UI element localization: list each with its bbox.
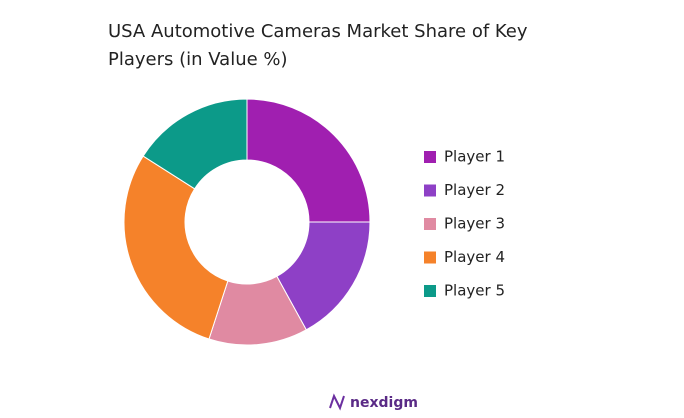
legend-label: Player 3 (444, 215, 505, 233)
legend-label: Player 4 (444, 248, 505, 266)
legend-swatch (424, 251, 436, 264)
legend-label: Player 5 (444, 282, 505, 300)
legend-swatch (424, 151, 436, 163)
chart-title: USA Automotive Cameras Market Share of K… (108, 21, 528, 70)
slice (123, 155, 229, 340)
logo: nexdigm (329, 393, 418, 411)
brand: nexdigm (350, 395, 418, 411)
legend-swatch (424, 285, 436, 297)
legend-label: Player 2 (444, 181, 505, 199)
slice (246, 98, 371, 223)
logo-icon (329, 393, 345, 411)
legend-swatch (424, 218, 436, 230)
legend-label: Player 1 (444, 148, 505, 166)
legend-swatch (424, 184, 436, 197)
slice (142, 98, 248, 190)
